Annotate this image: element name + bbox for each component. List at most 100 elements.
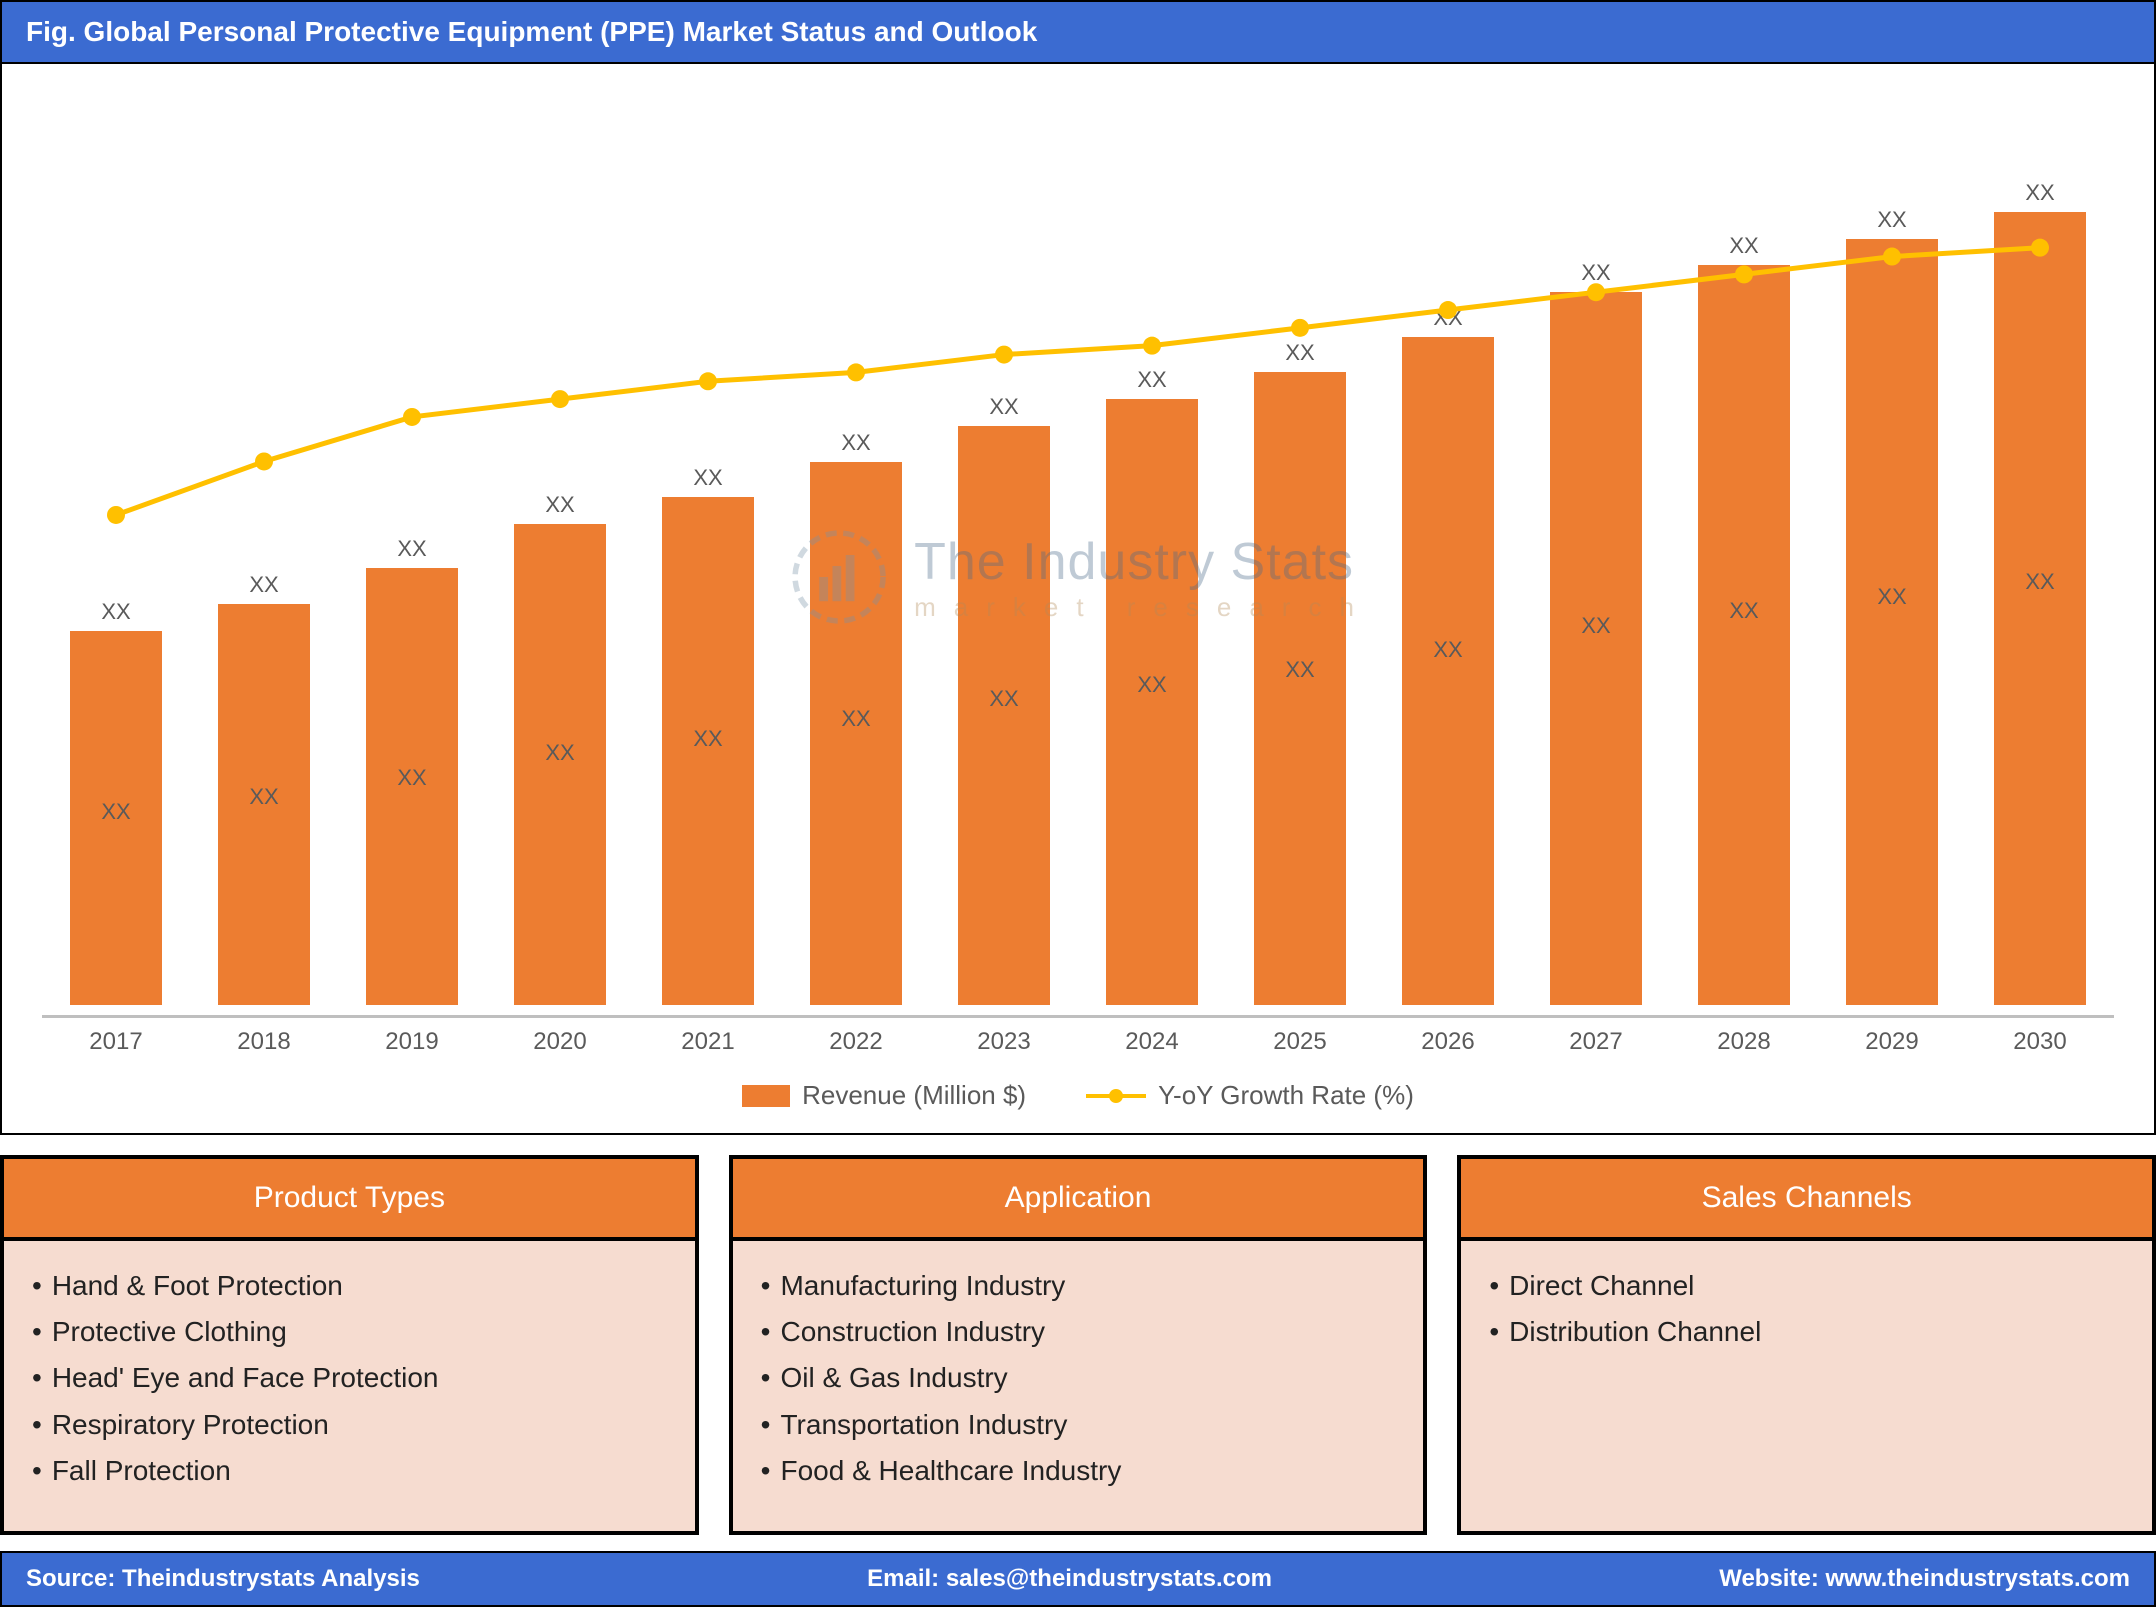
- panel-item: Manufacturing Industry: [761, 1263, 1396, 1309]
- bar-slot: XXXX: [1522, 114, 1670, 1005]
- panel-item: Transportation Industry: [761, 1402, 1396, 1448]
- x-tick: 2030: [1966, 1018, 2114, 1056]
- bar-slot: XX XX: [190, 114, 338, 1005]
- footer-email: Email: sales@theindustrystats.com: [867, 1565, 1272, 1593]
- bar-slot: XX XX: [930, 114, 1078, 1005]
- bar-inner-label: XX: [1285, 657, 1314, 683]
- x-tick: 2019: [338, 1018, 486, 1056]
- revenue-bar: XX: [1994, 212, 2086, 1005]
- bar-top-label: XX: [397, 536, 426, 562]
- bar-inner-label: XX: [1137, 672, 1166, 698]
- legend-label-revenue: Revenue (Million $): [802, 1080, 1026, 1111]
- bar-inner-label: XX: [1433, 637, 1462, 663]
- panel-header: Application: [733, 1159, 1424, 1241]
- panel-item: Hand & Foot Protection: [32, 1263, 667, 1309]
- bar-slot: XX XX: [1374, 114, 1522, 1005]
- bar-inner-label: XX: [1581, 613, 1610, 639]
- footer-website-value: www.theindustrystats.com: [1825, 1565, 2130, 1592]
- bar-top-label: XX: [1285, 340, 1314, 366]
- revenue-bar: XX: [1106, 399, 1198, 1005]
- bar-top-label: XX: [841, 430, 870, 456]
- bar-inner-label: XX: [2025, 569, 2054, 595]
- panel-body: Direct ChannelDistribution Channel: [1461, 1241, 2152, 1377]
- info-panel: Product Types Hand & Foot ProtectionProte…: [0, 1155, 699, 1535]
- x-tick: 2024: [1078, 1018, 1226, 1056]
- x-tick: 2017: [42, 1018, 190, 1056]
- footer-email-value: sales@theindustrystats.com: [946, 1565, 1272, 1592]
- revenue-bar: XX: [1698, 265, 1790, 1005]
- x-tick: 2018: [190, 1018, 338, 1056]
- panel-header: Sales Channels: [1461, 1159, 2152, 1241]
- bar-inner-label: XX: [1729, 598, 1758, 624]
- bar-top-label: XX: [545, 492, 574, 518]
- revenue-bar: XX: [218, 604, 310, 1005]
- bar-inner-label: XX: [101, 799, 130, 825]
- infographic-frame: Fig. Global Personal Protective Equipmen…: [0, 0, 2156, 1607]
- bar-slot: XX XX: [1226, 114, 1374, 1005]
- bar-slot: XX XX: [1966, 114, 2114, 1005]
- bar-top-label: XX: [2025, 180, 2054, 206]
- bar-inner-label: XX: [693, 726, 722, 752]
- title-bar: Fig. Global Personal Protective Equipmen…: [0, 0, 2156, 62]
- x-tick: 2029: [1818, 1018, 1966, 1056]
- bar-slot: XX XX: [42, 114, 190, 1005]
- bar-slot: XX XX: [486, 114, 634, 1005]
- bar-top-label: XX: [1137, 367, 1166, 393]
- x-tick: 2023: [930, 1018, 1078, 1056]
- footer-website-label: Website:: [1719, 1565, 1819, 1592]
- panel-item: Respiratory Protection: [32, 1402, 667, 1448]
- footer-source-label: Source:: [26, 1565, 115, 1592]
- panel-item: Head' Eye and Face Protection: [32, 1355, 667, 1401]
- x-tick: 2027: [1522, 1018, 1670, 1056]
- x-tick: 2025: [1226, 1018, 1374, 1056]
- revenue-bar: XX: [1550, 292, 1642, 1005]
- bar-inner-label: XX: [1877, 584, 1906, 610]
- bar-top-label: XX: [693, 465, 722, 491]
- legend-item-growth: Y-oY Growth Rate (%): [1086, 1080, 1414, 1111]
- bar-inner-label: XX: [841, 706, 870, 732]
- x-tick: 2028: [1670, 1018, 1818, 1056]
- panel-item: Distribution Channel: [1489, 1309, 2124, 1355]
- revenue-bar: XX: [958, 426, 1050, 1005]
- footer-email-label: Email:: [867, 1565, 939, 1592]
- revenue-bar: XX: [1254, 372, 1346, 1005]
- panel-item: Protective Clothing: [32, 1309, 667, 1355]
- footer-website: Website: www.theindustrystats.com: [1719, 1565, 2130, 1593]
- legend-swatch-bar: [742, 1085, 790, 1107]
- bars-row: XX XX XX XX XX XX XX XX XX XX XX XX XX XX XX XX XX XX XX XX…: [42, 114, 2114, 1005]
- bar-slot: XX XX: [782, 114, 930, 1005]
- revenue-bar: XX: [1846, 239, 1938, 1005]
- panel-item: Fall Protection: [32, 1448, 667, 1494]
- info-panel: Sales ChannelsDirect ChannelDistribution…: [1457, 1155, 2156, 1535]
- x-tick: 2020: [486, 1018, 634, 1056]
- revenue-bar: XX: [514, 524, 606, 1005]
- x-axis: 2017201820192020202120222023202420252026…: [42, 1015, 2114, 1056]
- x-tick: 2022: [782, 1018, 930, 1056]
- revenue-bar: XX: [70, 631, 162, 1005]
- legend-item-revenue: Revenue (Million $): [742, 1080, 1026, 1111]
- bar-slot: XX XX: [1818, 114, 1966, 1005]
- footer-source: Source: Theindustrystats Analysis: [26, 1565, 420, 1593]
- panel-header: Product Types: [4, 1159, 695, 1241]
- legend-swatch-line: [1086, 1094, 1146, 1098]
- bar-top-label: XX: [1433, 305, 1462, 331]
- bar-inner-label: XX: [545, 740, 574, 766]
- bar-slot: XX XX: [338, 114, 486, 1005]
- bar-top-label: XX: [101, 599, 130, 625]
- bar-top-label: XX: [989, 394, 1018, 420]
- panels-row: Product Types Hand & Foot ProtectionProte…: [0, 1135, 2156, 1535]
- legend-label-growth: Y-oY Growth Rate (%): [1158, 1080, 1414, 1111]
- bar-top-label: XX: [249, 572, 278, 598]
- plot-area: XX XX XX XX XX XX XX XX XX XX XX XX XX XX XX XX XX XX XX XX…: [42, 114, 2114, 1005]
- footer-bar: Source: Theindustrystats Analysis Email:…: [0, 1551, 2156, 1607]
- bar-inner-label: XX: [249, 784, 278, 810]
- bar-inner-label: XX: [397, 765, 426, 791]
- bar-slot: XXXX: [1670, 114, 1818, 1005]
- revenue-bar: XX: [662, 497, 754, 1005]
- x-tick: 2021: [634, 1018, 782, 1056]
- chart-container: XX XX XX XX XX XX XX XX XX XX XX XX XX XX XX XX XX XX XX XX…: [0, 62, 2156, 1135]
- revenue-bar: XX: [1402, 337, 1494, 1005]
- bar-top-label: XX: [1877, 207, 1906, 233]
- footer-source-value: Theindustrystats Analysis: [122, 1565, 420, 1592]
- chart-legend: Revenue (Million $) Y-oY Growth Rate (%): [32, 1056, 2124, 1123]
